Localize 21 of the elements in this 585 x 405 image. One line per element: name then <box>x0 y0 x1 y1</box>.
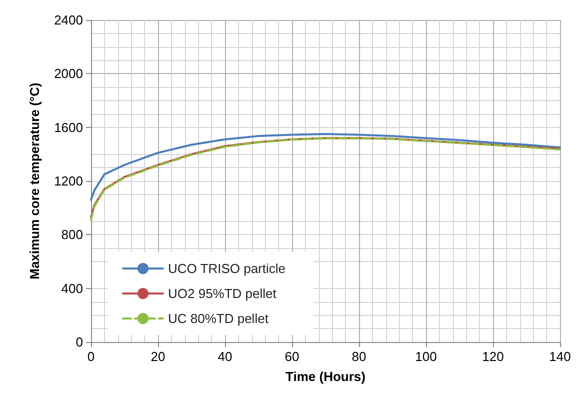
legend-label: UO2 95%TD pellet <box>168 286 277 301</box>
y-axis-title: Maximum core temperature (°C) <box>27 82 42 280</box>
x-axis-title: Time (Hours) <box>286 369 366 384</box>
y-tick-label: 1200 <box>54 174 83 188</box>
x-tick-label: 100 <box>415 349 437 364</box>
x-tick-label: 80 <box>352 349 366 364</box>
y-tick-label: 1600 <box>54 120 83 135</box>
line-series <box>90 133 561 201</box>
x-tick-label: 140 <box>549 349 571 364</box>
legend-label: UC 80%TD pellet <box>168 311 269 326</box>
x-tick-label: 120 <box>482 349 504 364</box>
y-tick-label: 2000 <box>54 66 83 82</box>
y-tick-label: 2400 <box>54 12 83 28</box>
x-tick-label: 0 <box>87 349 95 364</box>
legend-label: UCO TRISO particle <box>168 261 286 276</box>
x-tick-label: 60 <box>284 349 300 364</box>
y-tick-label: 400 <box>61 280 83 296</box>
x-tick-label: 40 <box>218 349 232 364</box>
x-tick-label: 20 <box>150 349 166 364</box>
y-tick-label: 0 <box>76 334 83 350</box>
y-tick-label: 800 <box>61 227 83 242</box>
